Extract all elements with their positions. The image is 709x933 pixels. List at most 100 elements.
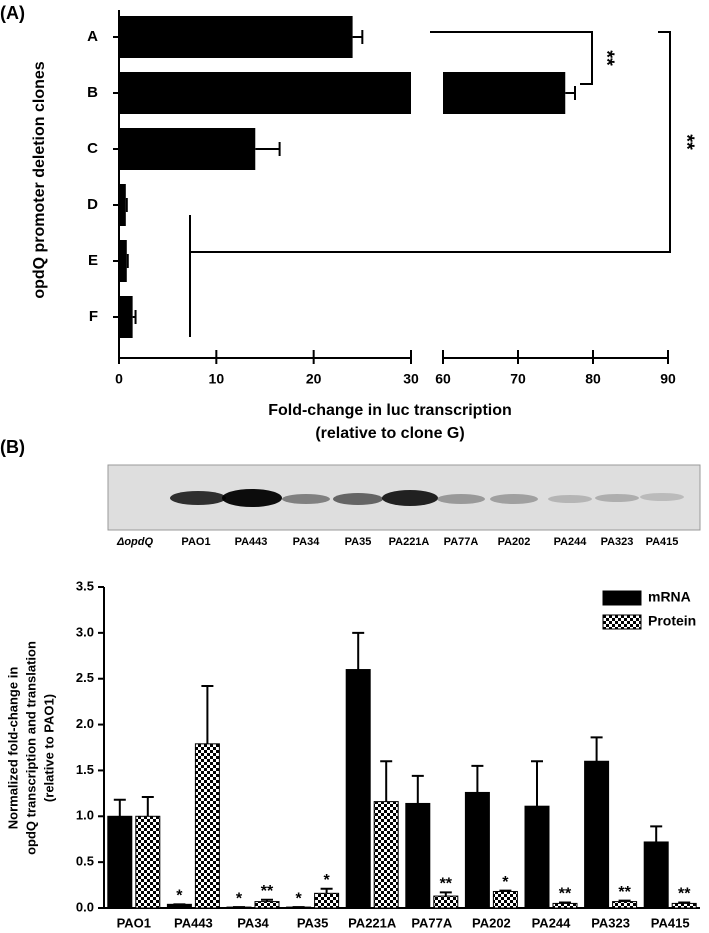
blot-band (490, 494, 538, 504)
x-tick-label: PA244 (532, 915, 572, 930)
bar (254, 901, 280, 909)
blot-band (640, 493, 684, 501)
bar (119, 240, 127, 282)
x-tick-label: PA77A (411, 915, 453, 930)
x-tick-label: PA35 (297, 915, 329, 930)
bar (492, 890, 518, 909)
x-tick-label: 80 (585, 371, 601, 387)
bar (345, 669, 371, 909)
significance-mark: ** (618, 884, 631, 901)
x-tick-label: 0 (115, 371, 123, 387)
y-tick-label: 2.5 (76, 670, 94, 685)
x-axis-label: (relative to clone G) (315, 425, 464, 442)
x-tick-label: PA415 (651, 915, 690, 930)
y-tick-label: 3.0 (76, 624, 94, 639)
error-bar (380, 760, 393, 802)
error-bar (559, 901, 571, 904)
y-tick-label: 1.5 (76, 762, 94, 777)
legend-label: Protein (648, 613, 696, 629)
legend-swatch (602, 614, 642, 630)
error-bar (132, 310, 137, 324)
bar (524, 805, 550, 909)
legend-swatch (602, 590, 642, 606)
error-bar (411, 774, 424, 804)
y-tick-label: A (87, 28, 98, 45)
y-tick-label: 0.0 (76, 899, 94, 914)
significance-bracket (430, 31, 593, 85)
error-bar (201, 685, 214, 744)
x-tick-label: PA221A (348, 915, 397, 930)
bar (612, 901, 638, 909)
bar (552, 902, 578, 909)
bar (119, 296, 133, 338)
bar (314, 892, 340, 909)
error-bar (113, 798, 126, 817)
blot-band (548, 495, 592, 503)
lane-label: PA202 (498, 536, 531, 548)
error-bar (650, 825, 663, 842)
y-axis-label: (relative to PAO1) (41, 694, 56, 802)
error-bar (471, 764, 484, 793)
x-axis-label: Fold-change in luc transcription (268, 402, 512, 419)
y-tick-label: E (88, 252, 98, 269)
blot-band (222, 489, 282, 507)
y-axis-label: Normalized fold-change in (5, 667, 20, 830)
bar (119, 72, 411, 114)
panel-label: (A) (0, 3, 25, 23)
error-bar (141, 796, 154, 817)
y-tick-label: 1.0 (76, 808, 94, 823)
x-tick-label: PA202 (472, 915, 511, 930)
error-bar (439, 891, 452, 897)
significance-mark: * (323, 872, 330, 889)
bar (405, 802, 431, 909)
y-axis-label: opdQ promoter deletion clones (31, 61, 48, 298)
y-tick-label: F (89, 308, 98, 325)
error-bar (261, 898, 273, 902)
lane-label: PA77A (444, 536, 479, 548)
error-bar (531, 760, 543, 807)
lane-label: PA34 (293, 536, 321, 548)
significance-mark: * (236, 890, 243, 907)
y-tick-label: 0.5 (76, 854, 94, 869)
y-tick-label: C (87, 140, 98, 157)
lane-label: PA323 (601, 536, 634, 548)
panel-label: (B) (0, 437, 25, 457)
x-tick-label: PA323 (591, 915, 630, 930)
legend-label: mRNA (648, 589, 691, 605)
significance-mark: ** (596, 50, 618, 66)
x-tick-label: 20 (306, 371, 322, 387)
error-bar (352, 631, 365, 670)
x-tick-label: PA443 (174, 915, 213, 930)
y-tick-label: 3.5 (76, 578, 94, 593)
blot-band (282, 494, 330, 504)
bar (135, 815, 161, 909)
y-tick-label: D (87, 196, 98, 213)
lane-label: PA443 (235, 536, 268, 548)
error-bar (618, 899, 631, 902)
significance-mark: * (176, 888, 183, 905)
blot-band (382, 490, 438, 506)
bar (584, 760, 610, 909)
blot-band (333, 493, 383, 505)
y-tick-label: B (87, 84, 98, 101)
lane-label: PA415 (646, 536, 679, 548)
error-bar (320, 887, 333, 894)
error-bar (126, 254, 129, 268)
x-tick-label: PA34 (237, 915, 269, 930)
bar (433, 895, 459, 909)
bar (194, 743, 220, 909)
bar (119, 128, 256, 170)
x-tick-label: 90 (660, 371, 676, 387)
x-tick-label: 70 (510, 371, 526, 387)
bar (107, 815, 133, 909)
error-bar (125, 198, 128, 212)
y-axis-label: opdQ transcription and translation (23, 641, 38, 855)
blot-band (170, 491, 226, 505)
significance-mark: * (295, 890, 302, 907)
error-bar (352, 30, 364, 44)
x-tick-label: 30 (403, 371, 419, 387)
lane-label: PAO1 (181, 536, 210, 548)
x-tick-label: 10 (209, 371, 225, 387)
bar (671, 902, 697, 909)
